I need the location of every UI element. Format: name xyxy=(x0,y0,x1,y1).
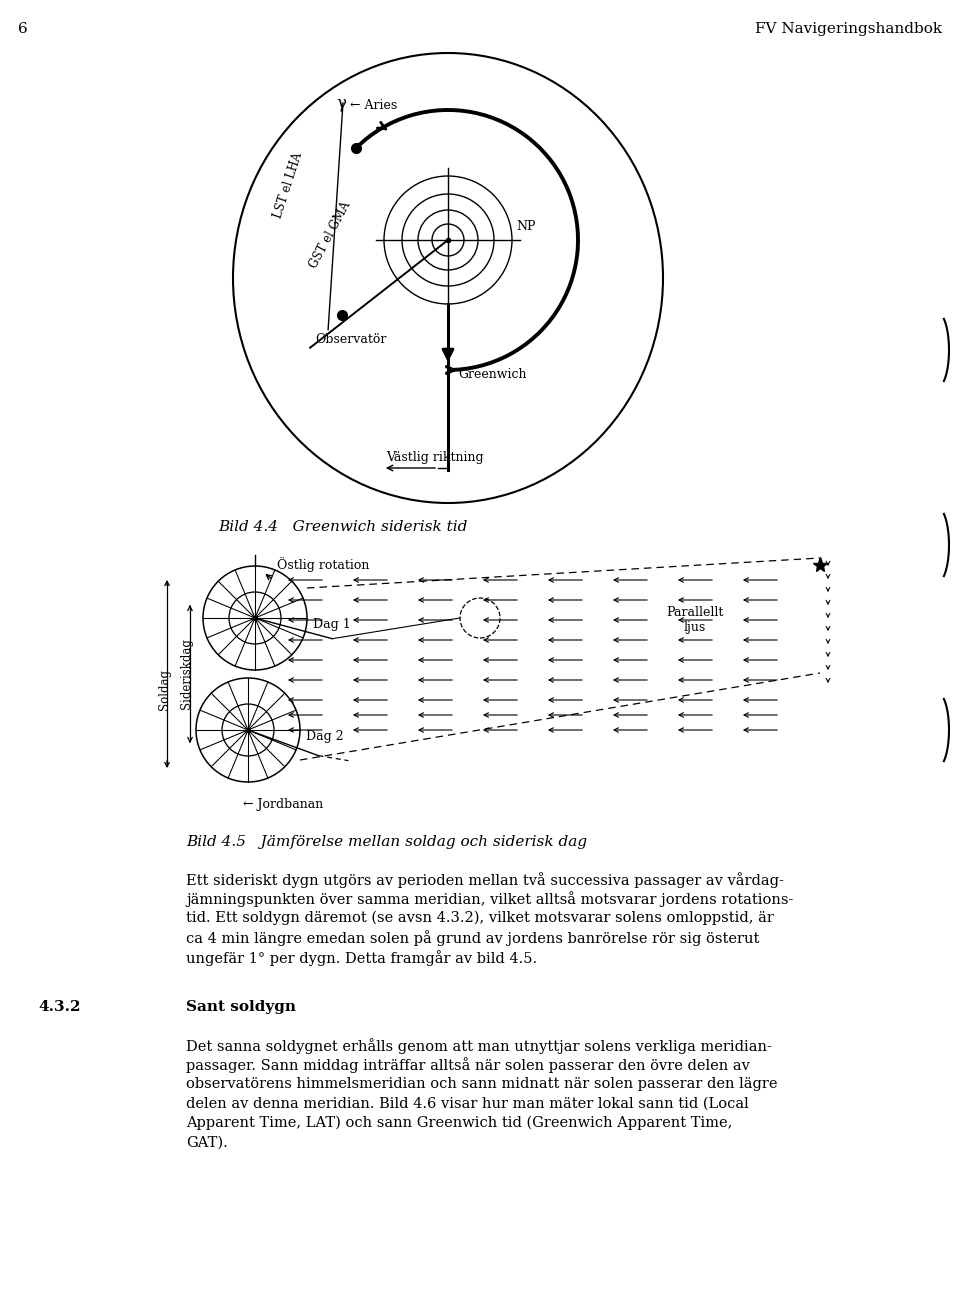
Text: observatörens himmelsmeridian och sann midnatt när solen passerar den lägre: observatörens himmelsmeridian och sann m… xyxy=(186,1077,778,1092)
Text: γ: γ xyxy=(336,95,346,112)
Text: ungefär 1° per dygn. Detta framgår av bild 4.5.: ungefär 1° per dygn. Detta framgår av bi… xyxy=(186,950,538,965)
Text: ca 4 min längre emedan solen på grund av jordens banrörelse rör sig österut: ca 4 min längre emedan solen på grund av… xyxy=(186,930,759,946)
Text: passager. Sann middag inträffar alltså när solen passerar den övre delen av: passager. Sann middag inträffar alltså n… xyxy=(186,1058,750,1073)
Text: Ett sideriskt dygn utgörs av perioden mellan två successiva passager av vårdag-: Ett sideriskt dygn utgörs av perioden me… xyxy=(186,872,784,887)
Text: tid. Ett soldygn däremot (se avsn 4.3.2), vilket motsvarar solens omloppstid, är: tid. Ett soldygn däremot (se avsn 4.3.2)… xyxy=(186,911,774,925)
Text: Apparent Time, LAT) och sann Greenwich tid (Greenwich Apparent Time,: Apparent Time, LAT) och sann Greenwich t… xyxy=(186,1116,732,1131)
Text: Parallellt
ljus: Parallellt ljus xyxy=(666,606,724,634)
Text: LST el LHA: LST el LHA xyxy=(272,151,304,220)
Text: Dag 2: Dag 2 xyxy=(306,730,344,743)
Text: delen av denna meridian. Bild 4.6 visar hur man mäter lokal sann tid (Local: delen av denna meridian. Bild 4.6 visar … xyxy=(186,1097,749,1111)
Text: NP: NP xyxy=(516,220,536,233)
Text: Det sanna soldygnet erhålls genom att man utnyttjar solens verkliga meridian-: Det sanna soldygnet erhålls genom att ma… xyxy=(186,1038,772,1054)
Text: Bild 4.4   Greenwich siderisk tid: Bild 4.4 Greenwich siderisk tid xyxy=(218,520,468,533)
Text: Observatör: Observatör xyxy=(315,333,387,346)
Text: jämningspunkten över samma meridian, vilket alltså motsvarar jordens rotations-: jämningspunkten över samma meridian, vil… xyxy=(186,891,793,907)
Text: GST el GMA: GST el GMA xyxy=(307,199,353,271)
Text: Sideriskdag: Sideriskdag xyxy=(180,639,194,709)
Text: Västlig riktning: Västlig riktning xyxy=(386,451,484,464)
Text: Dag 1: Dag 1 xyxy=(313,618,350,631)
Text: FV Navigeringshandbok: FV Navigeringshandbok xyxy=(755,22,942,36)
Text: ← Aries: ← Aries xyxy=(350,99,397,112)
Text: Östlig rotation: Östlig rotation xyxy=(277,557,370,572)
Text: 6: 6 xyxy=(18,22,28,36)
Text: Soldag: Soldag xyxy=(157,669,171,709)
Text: 4.3.2: 4.3.2 xyxy=(38,1000,81,1013)
Text: Greenwich: Greenwich xyxy=(458,368,526,381)
Text: ← Jordbanan: ← Jordbanan xyxy=(243,798,324,811)
Text: GAT).: GAT). xyxy=(186,1136,228,1150)
Text: Sant soldygn: Sant soldygn xyxy=(186,1000,296,1013)
Text: Bild 4.5   Jämförelse mellan soldag och siderisk dag: Bild 4.5 Jämförelse mellan soldag och si… xyxy=(186,835,588,850)
